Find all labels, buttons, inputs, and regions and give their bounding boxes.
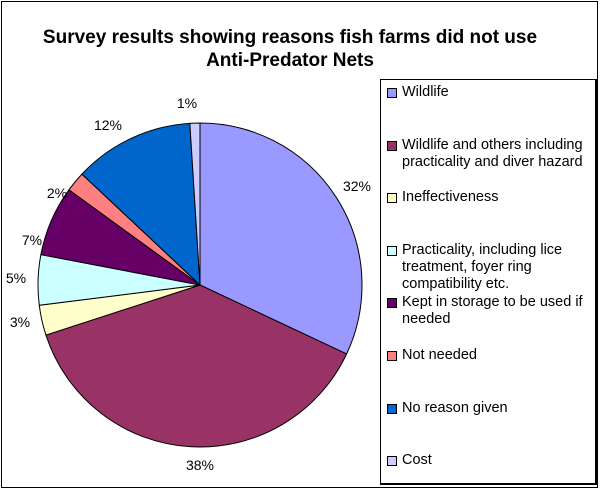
data-label: 3% <box>10 314 30 330</box>
legend-item: Ineffectiveness <box>387 189 592 206</box>
legend-swatch <box>387 351 397 361</box>
legend-item: Wildlife and others including practicali… <box>387 137 592 171</box>
legend-item: Kept in storage to be used if needed <box>387 294 592 328</box>
legend-swatch <box>387 245 397 256</box>
legend-item: Practicality, including lice treatment, … <box>387 242 592 293</box>
pie-slice <box>189 122 201 286</box>
data-label: 12% <box>94 117 122 133</box>
pie-slice <box>45 284 348 448</box>
data-label: 7% <box>22 232 42 248</box>
legend-swatch <box>387 140 397 151</box>
legend-label: Wildlife <box>402 84 449 100</box>
legend-item: Not needed <box>387 347 592 364</box>
legend-label: Kept in storage to be used if needed <box>402 294 583 328</box>
data-label: 5% <box>6 270 26 286</box>
data-label: 32% <box>343 178 371 194</box>
legend-swatch <box>387 298 397 309</box>
legend-swatch <box>387 88 397 98</box>
legend-item: Cost <box>387 452 592 469</box>
legend-swatch <box>387 193 397 204</box>
data-label: 1% <box>177 95 197 111</box>
legend-item: No reason given <box>387 400 592 417</box>
chart-title: Survey results showing reasons fish farm… <box>42 27 538 71</box>
legend-label: Wildlife and others including practicali… <box>402 136 583 170</box>
legend-item: Wildlife <box>387 84 592 101</box>
pie-slice <box>81 122 201 287</box>
pie-slice <box>199 122 363 355</box>
legend-label: Cost <box>402 452 432 469</box>
legend-label: Ineffectiveness <box>402 189 499 206</box>
legend-swatch <box>387 456 397 467</box>
legend-swatch <box>387 403 397 414</box>
data-label: 38% <box>186 457 214 473</box>
data-label: 2% <box>47 185 67 201</box>
legend-label: No reason given <box>402 399 508 416</box>
legend-label: Not needed <box>402 347 477 363</box>
legend-label: Practicality, including lice treatment, … <box>402 241 563 292</box>
legend: Wildlife Wildlife and others including pr… <box>380 79 597 485</box>
